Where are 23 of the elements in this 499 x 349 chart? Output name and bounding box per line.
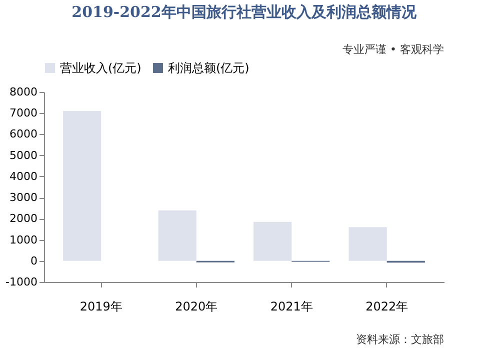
x-tick-label: 2019年	[80, 300, 122, 314]
y-tick-label: 5000	[10, 148, 38, 162]
y-tick-label: 6000	[10, 128, 38, 141]
text: 资料来源：文旅部	[356, 333, 444, 346]
legend-label: 利润总额(亿元)	[168, 61, 250, 75]
legend-label: 营业收入(亿元)	[60, 61, 142, 75]
y-tick-label: 0	[30, 254, 38, 268]
y-tick-label: 7000	[10, 106, 38, 120]
chart-title: 2019-2022年中国旅行社营业收入及利润总额情况	[72, 3, 418, 21]
y-tick-label: -1000	[6, 276, 38, 288]
x-tick-label: 2021年	[270, 300, 313, 314]
text: 专业严谨 • 客观科学	[342, 43, 444, 56]
y-tick-label: 8000	[10, 86, 38, 98]
bar	[63, 111, 102, 261]
x-tick-label: 2022年	[366, 300, 408, 314]
bar	[348, 227, 387, 261]
y-tick-label: 2000	[10, 212, 38, 226]
y-tick-label: 4000	[10, 170, 38, 183]
y-tick-label: 1000	[10, 233, 38, 246]
y-tick-label: 3000	[10, 191, 38, 204]
bar	[158, 210, 196, 261]
x-tick-label: 2020年	[175, 300, 218, 314]
bar	[254, 222, 292, 261]
